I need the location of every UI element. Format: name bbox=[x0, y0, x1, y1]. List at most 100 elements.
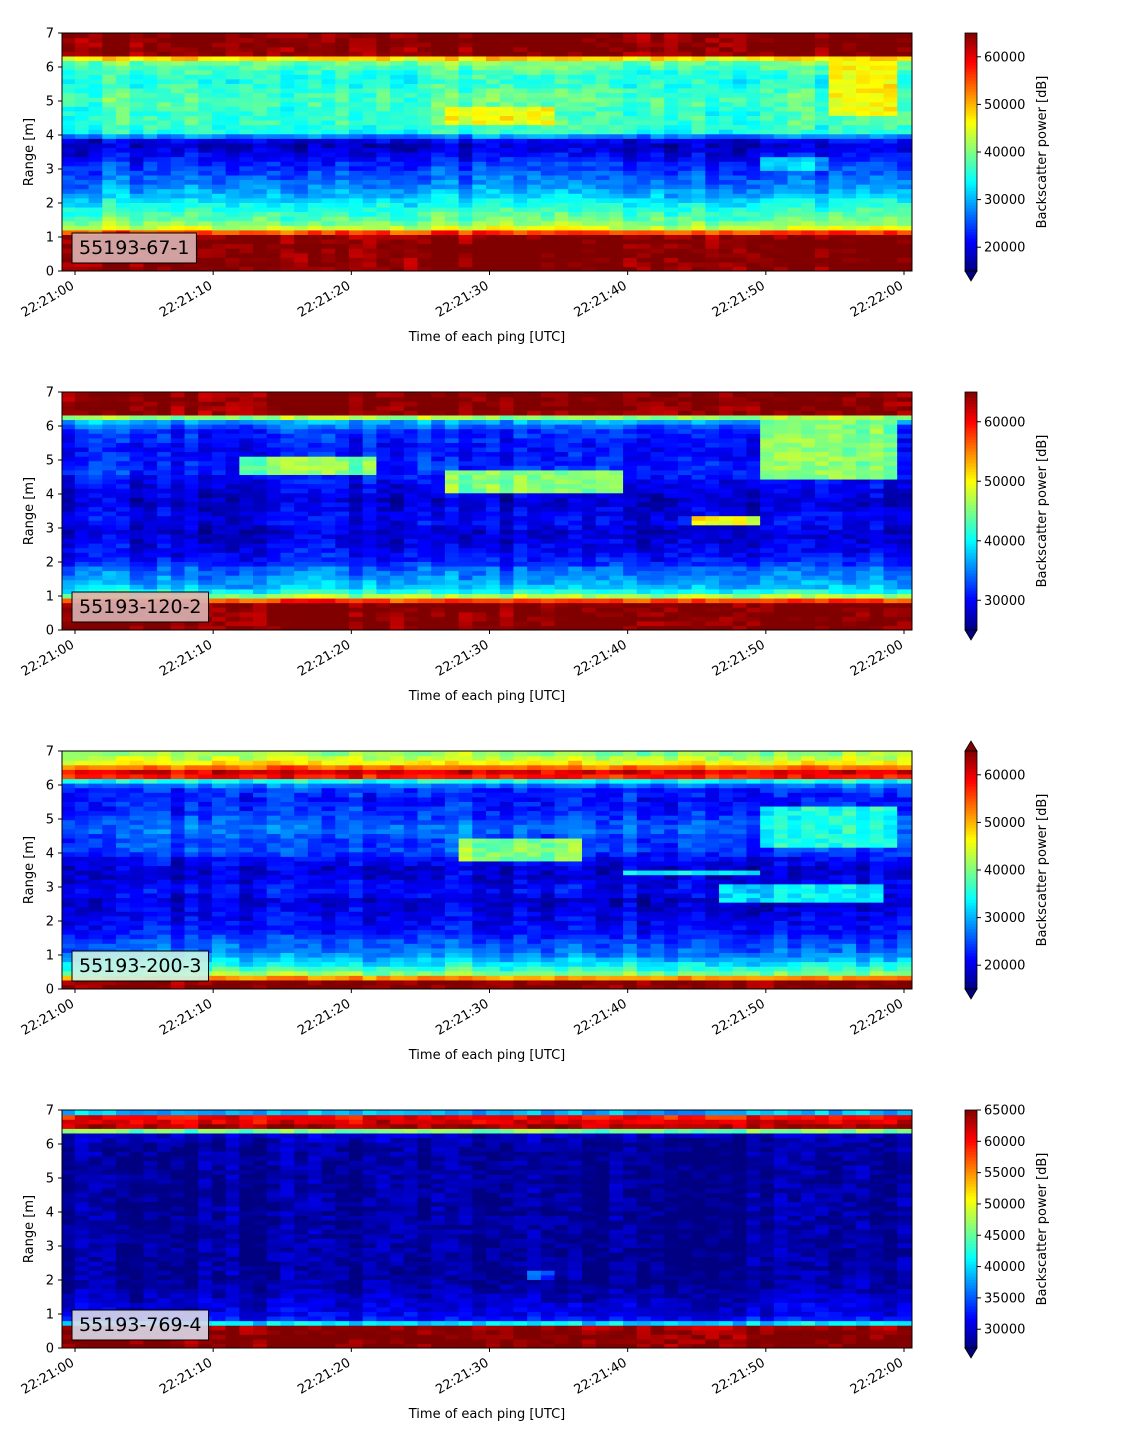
heatmap-cell bbox=[417, 87, 432, 94]
heatmap-cell bbox=[294, 161, 309, 167]
heatmap-cell bbox=[225, 152, 240, 158]
heatmap-cell bbox=[568, 46, 583, 52]
heatmap-cell bbox=[554, 33, 569, 39]
heatmap-cell bbox=[184, 433, 199, 439]
heatmap-cell bbox=[677, 170, 693, 176]
heatmap-cell bbox=[376, 51, 391, 57]
heatmap-cell bbox=[390, 156, 405, 162]
heatmap-cell bbox=[828, 51, 843, 57]
heatmap-cell bbox=[390, 174, 405, 181]
heatmap-cell bbox=[444, 602, 460, 608]
heatmap-cell bbox=[62, 469, 76, 475]
heatmap-cell bbox=[321, 442, 336, 448]
heatmap-cell bbox=[869, 156, 885, 162]
heatmap-cell bbox=[787, 238, 802, 245]
heatmap-cell bbox=[225, 266, 240, 271]
heatmap-cell bbox=[88, 437, 103, 443]
heatmap-cell bbox=[417, 206, 432, 213]
heatmap-cell bbox=[143, 625, 158, 630]
heatmap-cell bbox=[280, 161, 295, 167]
heatmap-cell bbox=[321, 611, 336, 617]
colorbar-label: Backscatter power [dB] bbox=[1035, 76, 1050, 229]
heatmap-cell bbox=[650, 197, 665, 203]
heatmap-cell bbox=[116, 92, 131, 98]
heatmap-cell bbox=[787, 92, 802, 98]
heatmap-cell bbox=[431, 133, 446, 139]
heatmap-cell bbox=[390, 161, 405, 167]
heatmap-cell bbox=[390, 229, 405, 235]
heatmap-cell bbox=[74, 55, 90, 62]
heatmap-cell bbox=[62, 515, 76, 521]
heatmap-cell bbox=[143, 533, 158, 540]
heatmap-cell bbox=[842, 42, 857, 48]
heatmap-cell bbox=[280, 410, 295, 416]
heatmap-cell bbox=[417, 547, 432, 553]
heatmap-cell bbox=[307, 248, 323, 254]
heatmap-cell bbox=[307, 492, 323, 498]
heatmap-cell bbox=[116, 60, 131, 66]
heatmap-cell bbox=[403, 55, 419, 62]
heatmap-cell bbox=[623, 60, 638, 66]
heatmap-cell bbox=[335, 225, 350, 231]
heatmap-cell bbox=[623, 229, 638, 235]
heatmap-cell bbox=[116, 524, 131, 530]
heatmap-cell bbox=[116, 433, 131, 439]
heatmap-cell bbox=[691, 248, 706, 254]
heatmap-cell bbox=[170, 188, 186, 194]
heatmap-cell bbox=[307, 133, 323, 139]
heatmap-cell bbox=[842, 119, 857, 126]
heatmap-cell bbox=[705, 97, 720, 103]
heatmap-cell bbox=[623, 161, 638, 167]
heatmap-cell bbox=[184, 428, 199, 434]
heatmap-cell bbox=[554, 211, 569, 217]
heatmap-cell bbox=[527, 142, 542, 149]
heatmap-cell bbox=[62, 474, 76, 480]
heatmap-cell bbox=[362, 261, 378, 268]
heatmap-cell bbox=[472, 161, 487, 167]
heatmap-cell bbox=[184, 410, 199, 416]
heatmap-cell bbox=[801, 152, 816, 158]
heatmap-cell bbox=[787, 184, 802, 190]
heatmap-cell bbox=[403, 33, 419, 39]
heatmap-cell bbox=[376, 37, 391, 43]
heatmap-cell bbox=[129, 620, 145, 627]
heatmap-cell bbox=[225, 252, 240, 258]
heatmap-cell bbox=[842, 92, 857, 98]
heatmap-cell bbox=[225, 433, 240, 439]
heatmap-cell bbox=[239, 410, 254, 416]
heatmap-cell bbox=[486, 565, 501, 572]
heatmap-cell bbox=[664, 193, 679, 199]
heatmap-cell bbox=[746, 202, 761, 208]
heatmap-cell bbox=[513, 174, 528, 181]
heatmap-cell bbox=[458, 74, 473, 80]
heatmap-cell bbox=[74, 515, 90, 521]
heatmap-cell bbox=[335, 488, 350, 494]
colorbar-segment bbox=[965, 250, 977, 254]
colorbar-segment bbox=[965, 187, 977, 192]
heatmap-cell bbox=[239, 478, 254, 485]
heatmap-cell bbox=[170, 575, 186, 581]
heatmap-cell bbox=[102, 529, 117, 535]
heatmap-cell bbox=[362, 206, 378, 213]
heatmap-cell bbox=[307, 529, 323, 535]
heatmap-cell bbox=[691, 65, 706, 71]
heatmap-cell bbox=[198, 506, 213, 512]
heatmap-cell bbox=[157, 92, 172, 98]
heatmap-cell bbox=[307, 451, 323, 457]
heatmap-cell bbox=[266, 442, 282, 448]
heatmap-cell bbox=[677, 261, 693, 268]
heatmap-cell bbox=[472, 69, 487, 75]
heatmap-cell bbox=[170, 119, 186, 126]
heatmap-cell bbox=[294, 60, 309, 66]
heatmap-cell bbox=[458, 152, 473, 158]
heatmap-cell bbox=[225, 78, 240, 84]
heatmap-cell bbox=[253, 414, 268, 421]
heatmap-cell bbox=[253, 37, 268, 43]
heatmap-cell bbox=[62, 87, 76, 94]
heatmap-cell bbox=[499, 106, 515, 112]
heatmap-cell bbox=[88, 133, 103, 139]
heatmap-cell bbox=[897, 51, 912, 57]
heatmap-cell bbox=[719, 206, 734, 213]
heatmap-cell bbox=[62, 216, 76, 222]
